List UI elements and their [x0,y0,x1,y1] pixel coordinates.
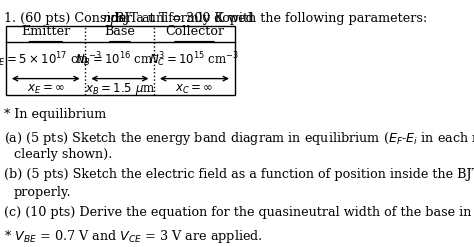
Bar [6,26,235,95]
Text: * $V_{BE}$ = 0.7 V and $V_{CE}$ = 3 V are applied.: * $V_{BE}$ = 0.7 V and $V_{CE}$ = 3 V ar… [4,228,263,245]
Text: * In equilibrium: * In equilibrium [4,108,106,121]
Text: properly.: properly. [14,186,71,199]
Text: Base: Base [104,25,135,38]
Text: $x_B = 1.5\ \mu$m: $x_B = 1.5\ \mu$m [84,82,155,97]
Text: $N_E = 5\times10^{17}$ cm$^{-3}$: $N_E = 5\times10^{17}$ cm$^{-3}$ [0,50,101,69]
Text: BJT at T = 300 K with the following parameters:: BJT at T = 300 K with the following para… [111,12,428,25]
Text: npn: npn [102,12,127,25]
Text: (c) (10 pts) Derive the equation for the quasineutral width of the base in equil: (c) (10 pts) Derive the equation for the… [4,206,474,219]
Text: clearly shown).: clearly shown). [14,148,112,161]
Text: Collector: Collector [165,25,224,38]
Text: $N_B = 10^{16}$ cm$^{-3}$: $N_B = 10^{16}$ cm$^{-3}$ [75,50,165,69]
Text: (a) (5 pts) Sketch the energy band diagram in equilibrium ($E_F$-$E_i$ in each r: (a) (5 pts) Sketch the energy band diagr… [4,130,474,147]
Text: $x_E = \infty$: $x_E = \infty$ [27,83,64,96]
Text: 1. (60 pts) Consider a uniformly doped: 1. (60 pts) Consider a uniformly doped [4,12,257,25]
Text: $x_C = \infty$: $x_C = \infty$ [175,83,214,96]
Text: (b) (5 pts) Sketch the electric field as a function of position inside the BJT. : (b) (5 pts) Sketch the electric field as… [4,168,474,181]
Text: Emitter: Emitter [21,25,71,38]
Text: $N_C = 10^{15}$ cm$^{-3}$: $N_C = 10^{15}$ cm$^{-3}$ [149,50,239,69]
